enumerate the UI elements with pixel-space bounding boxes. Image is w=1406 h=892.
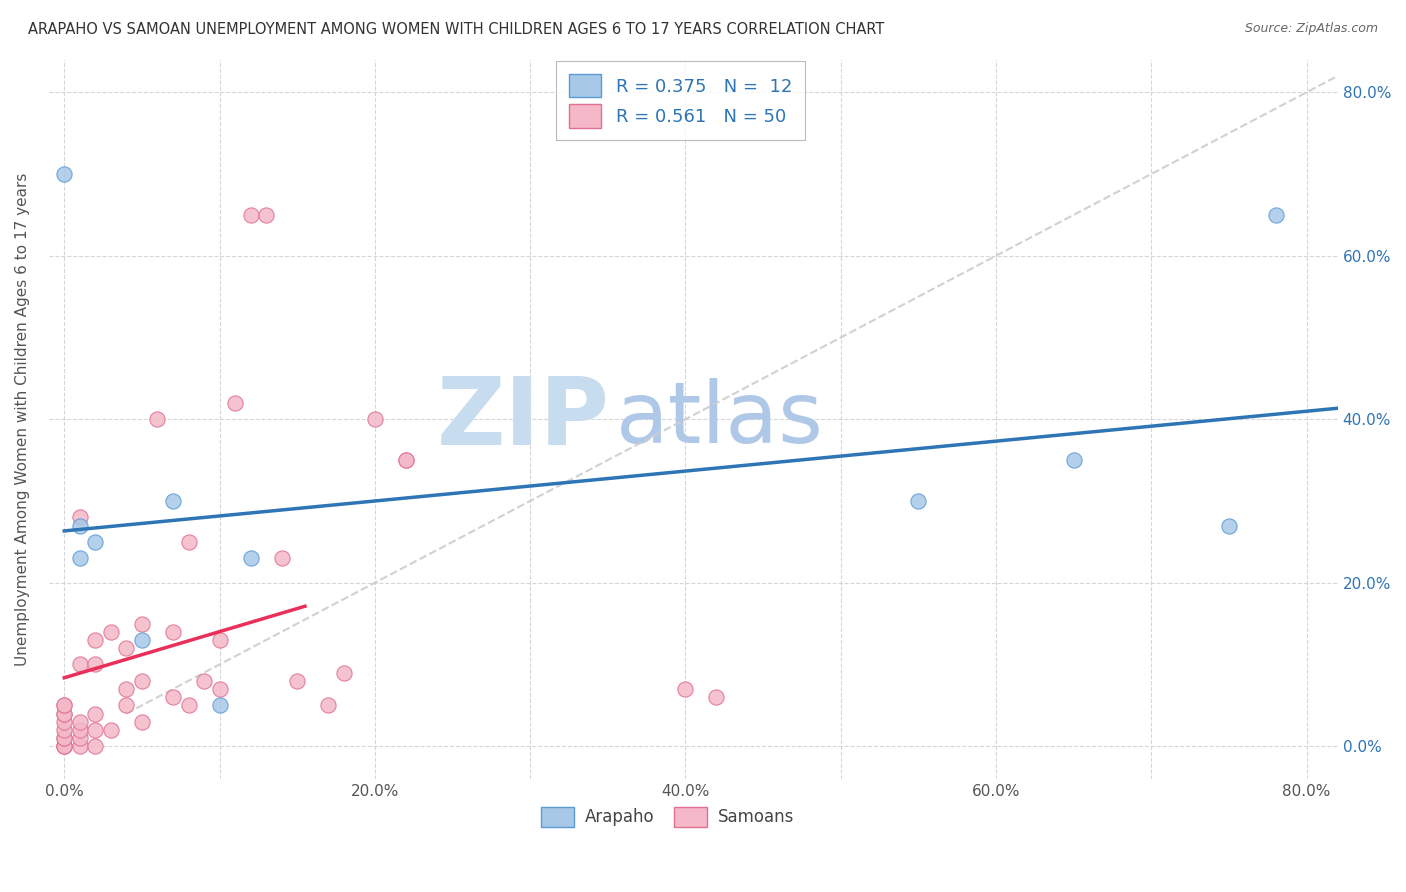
Point [285,673,308,688]
Point [84,657,107,672]
Text: ZIP: ZIP [436,373,609,466]
Point [131,673,153,688]
Point [131,616,153,631]
Point [131,714,153,729]
Point [69,657,91,672]
Point [162,690,184,705]
Point [208,681,231,696]
Point [53,731,76,745]
Point [224,396,246,410]
Point [53,723,76,737]
Point [100,624,122,639]
Text: atlas: atlas [616,377,824,461]
Point [706,690,728,705]
Point [131,632,153,647]
Point [100,723,122,737]
Point [53,706,76,721]
Point [69,714,91,729]
Point [208,698,231,713]
Point [1264,208,1286,222]
Point [1063,453,1085,467]
Point [364,412,387,426]
Point [395,453,418,467]
Point [84,739,107,754]
Point [115,641,138,656]
Point [84,632,107,647]
Point [69,510,91,524]
Point [239,551,262,566]
Point [53,739,76,754]
Point [193,673,215,688]
Point [675,681,697,696]
Point [53,714,76,729]
Point [53,739,76,754]
Point [162,494,184,508]
Point [84,723,107,737]
Point [84,706,107,721]
Point [115,698,138,713]
Point [69,518,91,533]
Point [53,698,76,713]
Point [53,731,76,745]
Text: Source: ZipAtlas.com: Source: ZipAtlas.com [1244,22,1378,36]
Point [53,706,76,721]
Legend: Arapaho, Samoans: Arapaho, Samoans [533,798,801,835]
Point [177,698,200,713]
Point [69,551,91,566]
Point [53,739,76,754]
Point [239,208,262,222]
Point [69,739,91,754]
Text: ARAPAHO VS SAMOAN UNEMPLOYMENT AMONG WOMEN WITH CHILDREN AGES 6 TO 17 YEARS CORR: ARAPAHO VS SAMOAN UNEMPLOYMENT AMONG WOM… [28,22,884,37]
Point [177,534,200,549]
Point [53,167,76,181]
Point [316,698,339,713]
Point [333,665,356,680]
Point [208,632,231,647]
Point [84,534,107,549]
Point [395,453,418,467]
Point [69,731,91,745]
Point [907,494,929,508]
Point [270,551,292,566]
Point [115,681,138,696]
Point [162,624,184,639]
Point [69,723,91,737]
Point [1218,518,1240,533]
Point [254,208,277,222]
Y-axis label: Unemployment Among Women with Children Ages 6 to 17 years: Unemployment Among Women with Children A… [15,172,30,666]
Point [53,698,76,713]
Point [146,412,169,426]
